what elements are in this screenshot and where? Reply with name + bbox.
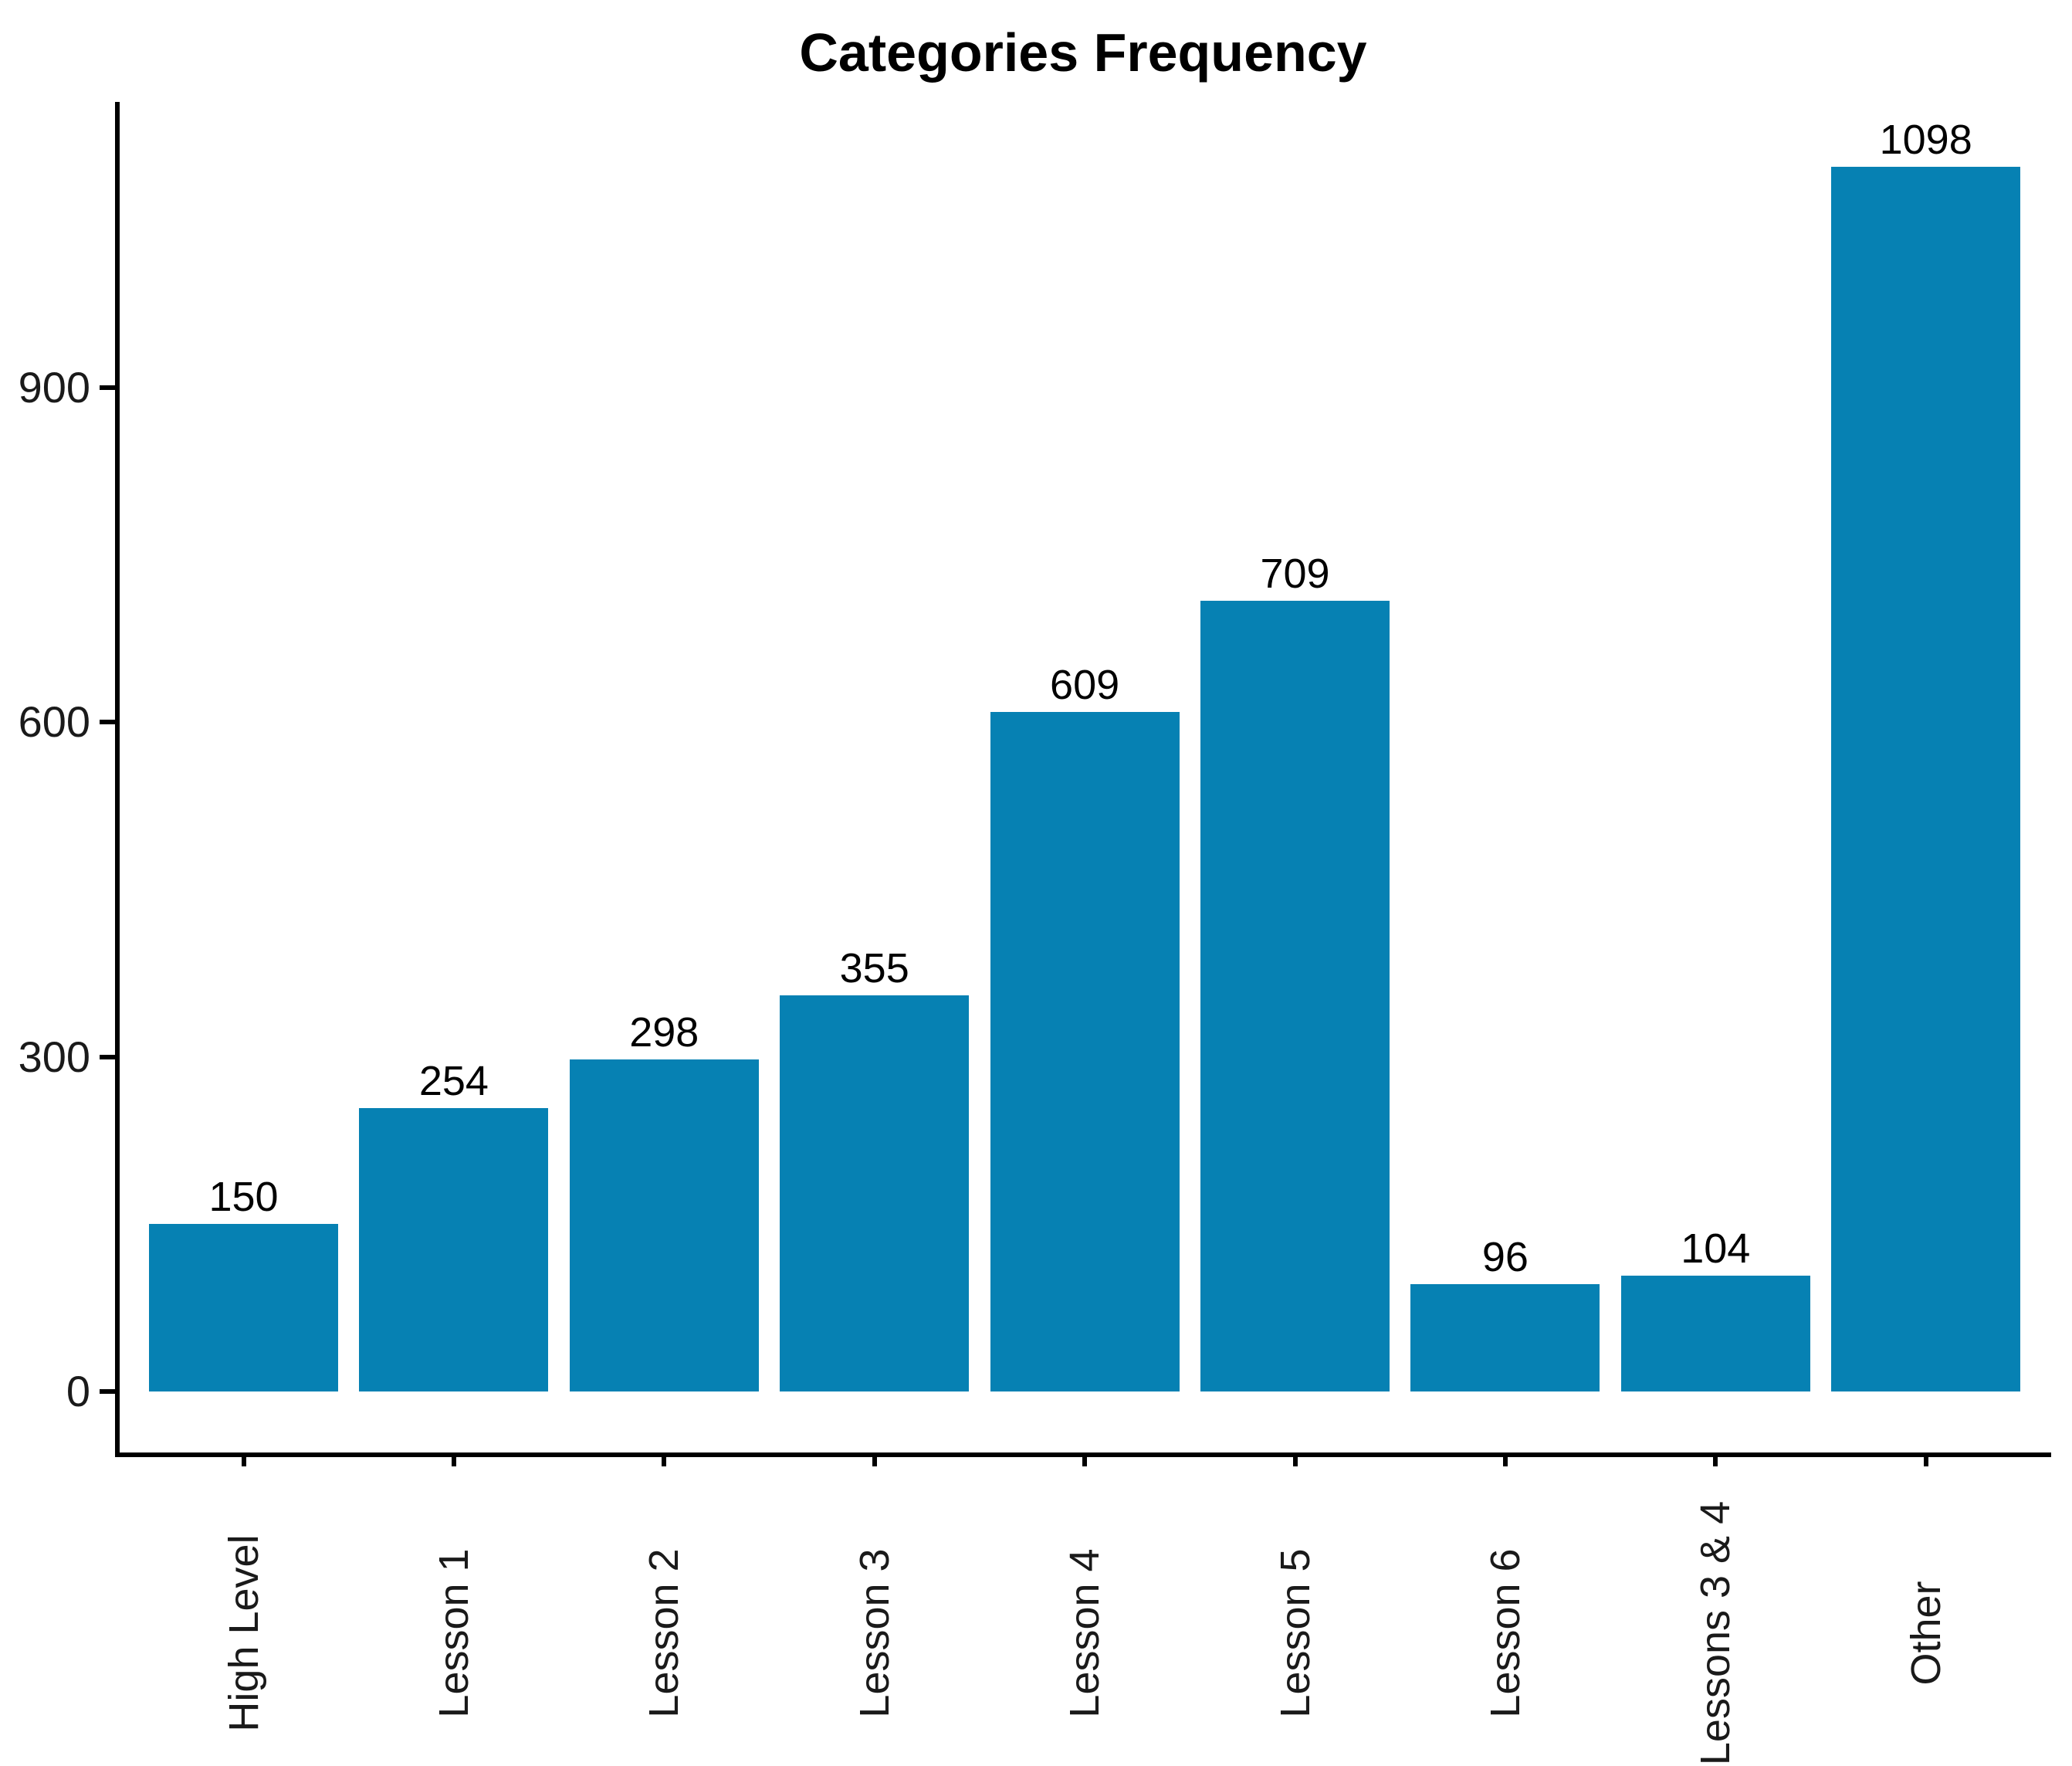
x-tick [1292,1457,1298,1466]
bar [1200,600,1390,1391]
bar [1410,1284,1600,1391]
y-tick-label: 0 [66,1367,90,1415]
x-tick-label: Other [1902,1581,1949,1686]
x-tick [1082,1457,1088,1466]
x-tick [1713,1457,1718,1466]
y-tick-label: 900 [18,363,90,412]
bar [780,995,970,1391]
x-tick-label: Lessons 3 & 4 [1692,1500,1739,1766]
y-tick [100,385,115,390]
x-tick [662,1457,667,1466]
y-tick-label: 300 [18,1032,90,1081]
x-tick [241,1457,246,1466]
x-tick-label: Lesson 3 [851,1548,898,1718]
bar [990,712,1180,1391]
bar-value-label: 104 [1681,1225,1751,1272]
bar-value-label: 355 [839,945,909,992]
bar-value-label: 609 [1050,662,1120,709]
x-tick-label: Lesson 1 [430,1548,477,1718]
x-tick [1923,1457,1928,1466]
bar [359,1108,549,1391]
bar-value-label: 96 [1481,1234,1529,1281]
bar [569,1059,759,1391]
x-tick [451,1457,456,1466]
bar-value-label: 150 [208,1174,279,1221]
y-tick [100,1054,115,1059]
bar-value-label: 254 [418,1058,489,1105]
chart-title: Categories Frequency [799,22,1367,83]
x-tick-label: Lesson 5 [1271,1548,1319,1718]
bar-value-label: 298 [629,1008,699,1056]
x-axis-line [115,1452,2051,1457]
bar [149,1224,338,1391]
x-tick-label: Lesson 2 [641,1548,688,1718]
x-tick-label: Lesson 6 [1481,1548,1529,1718]
x-tick [1502,1457,1508,1466]
y-tick [100,720,115,725]
bar-value-label: 1098 [1879,117,1972,163]
x-tick [872,1457,877,1466]
y-axis-line [115,102,120,1457]
bar [1620,1275,1810,1391]
bar [1831,167,2021,1391]
y-tick-label: 600 [18,697,90,747]
x-tick-label: Lesson 4 [1061,1548,1109,1718]
bar-value-label: 709 [1260,550,1330,597]
x-tick-label: High Level [220,1534,267,1732]
y-tick [100,1389,115,1394]
